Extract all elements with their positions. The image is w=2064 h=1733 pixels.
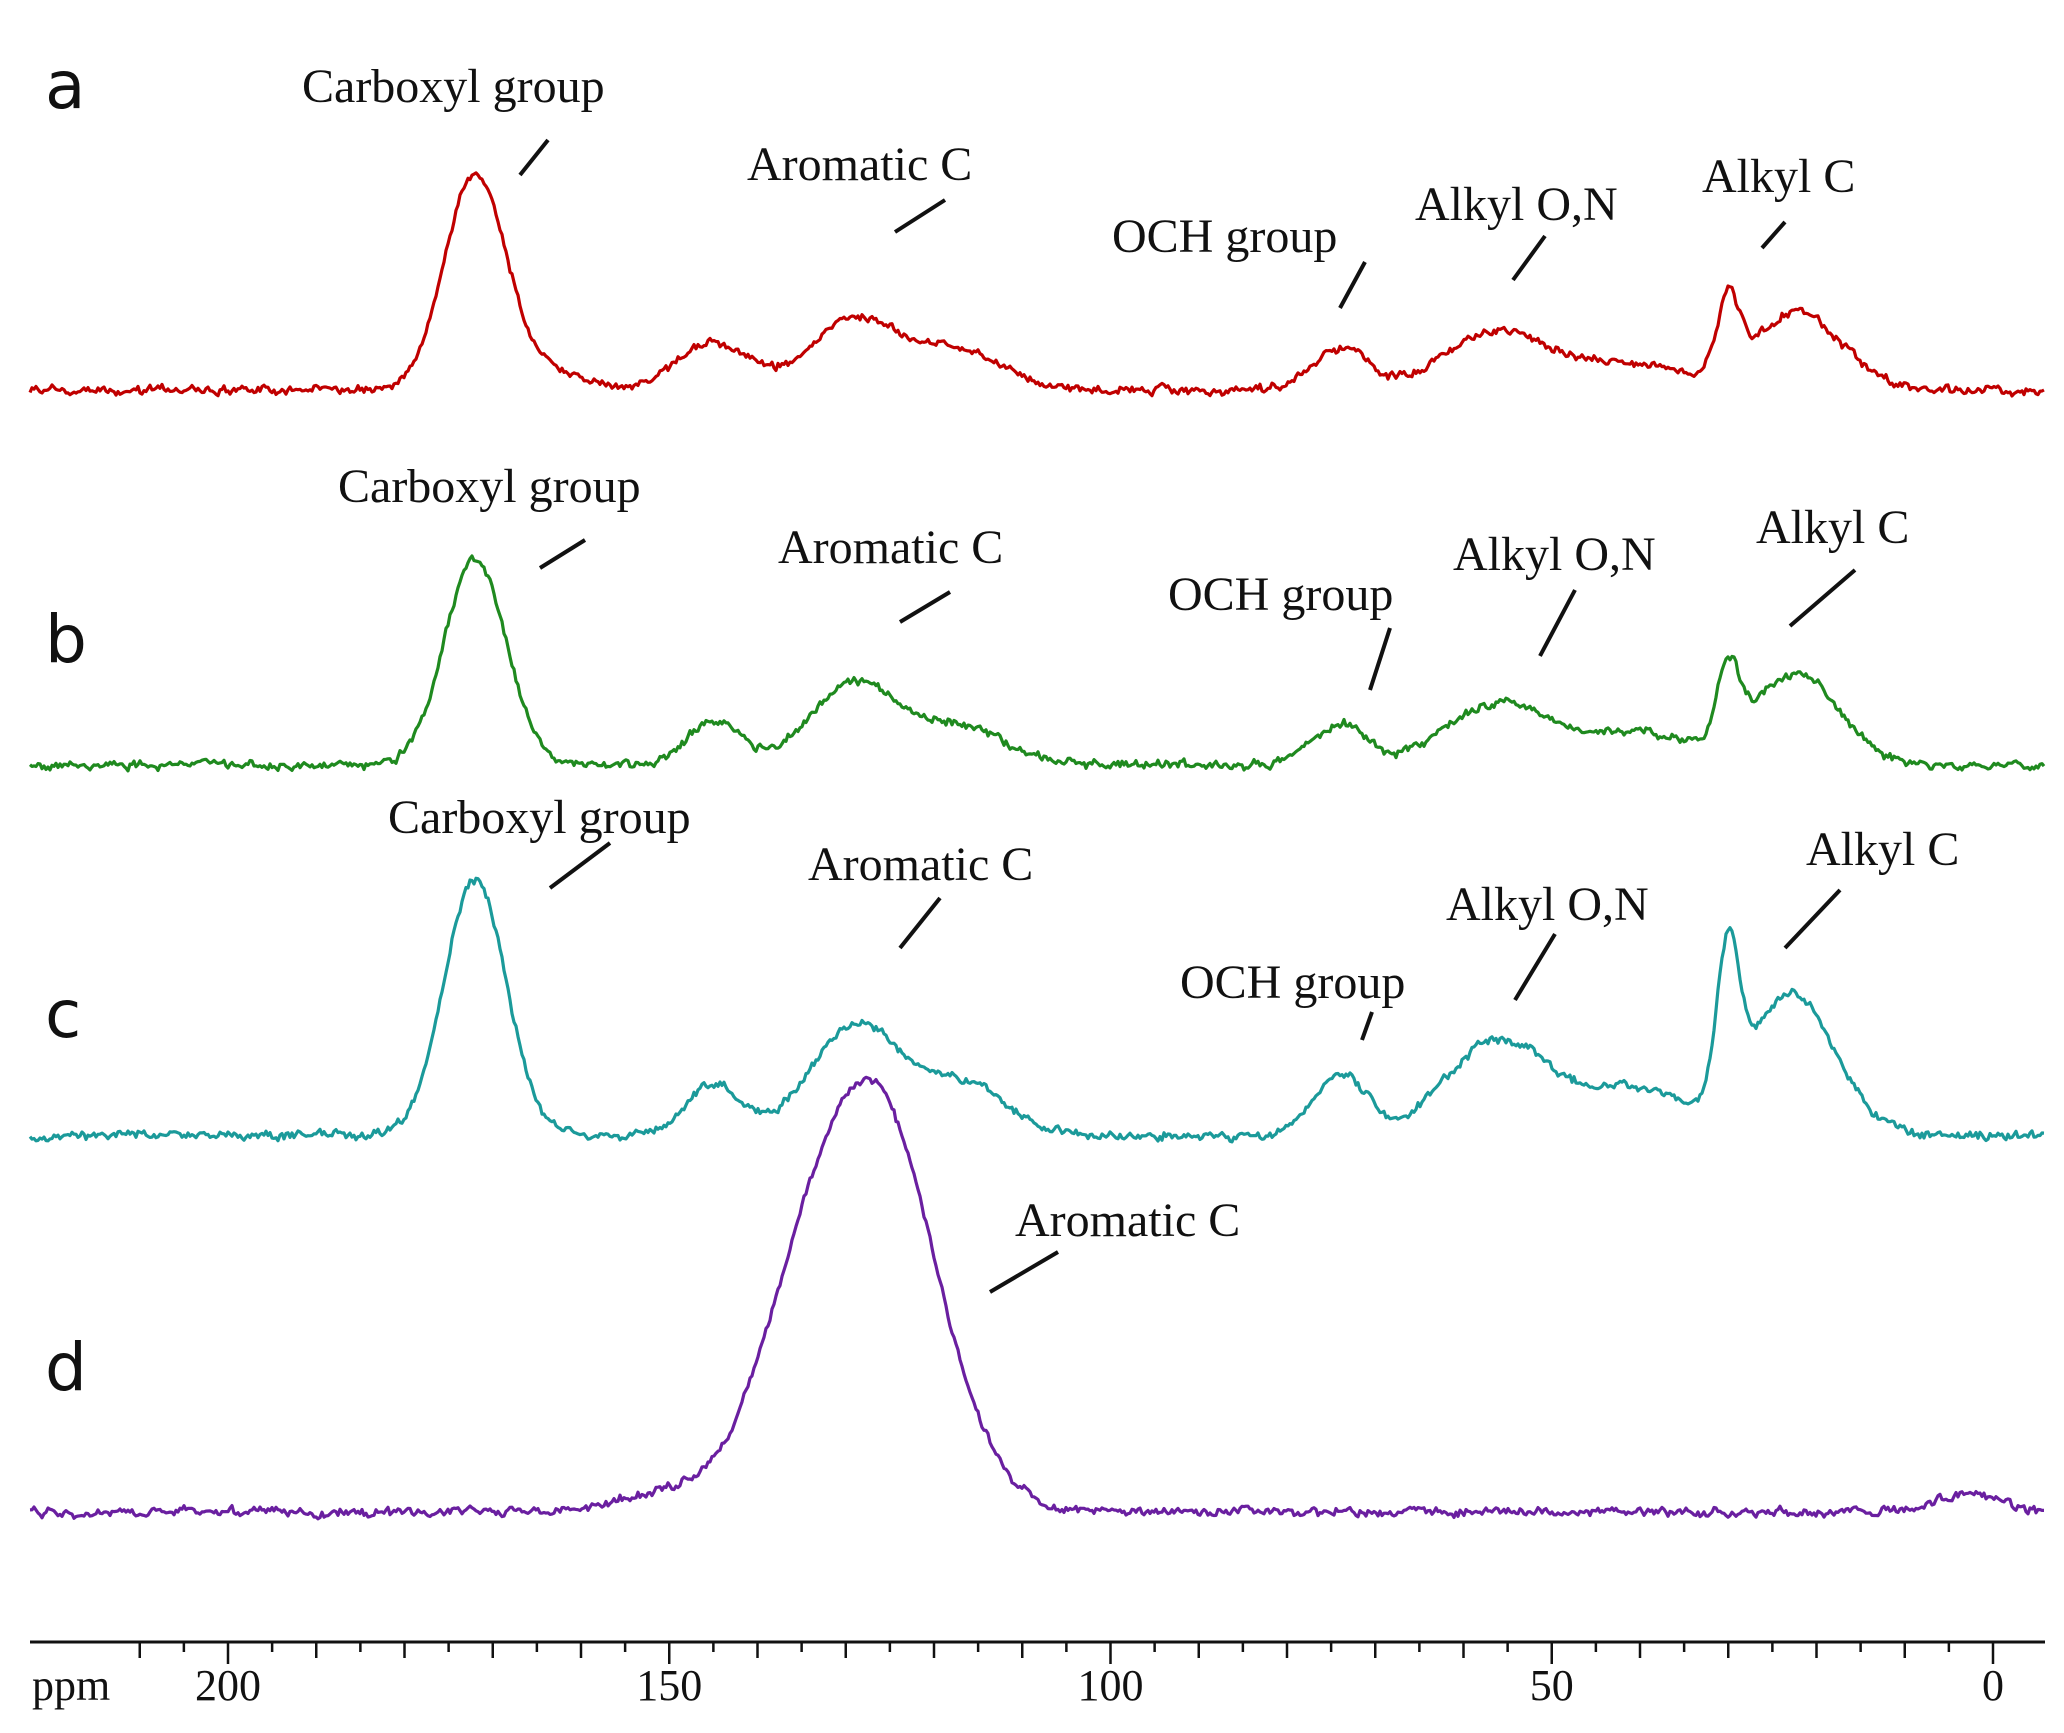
annotation-alkylon-a: Alkyl O,N (1415, 178, 1618, 231)
leader-carboxyl-b (538, 538, 587, 570)
annotation-carboxyl-b: Carboxyl group (338, 460, 641, 513)
leader-aromatic-d (988, 1250, 1060, 1294)
panel-letter-b: b (45, 601, 87, 678)
x-axis: ppm 200 150 100 50 0 (30, 1640, 2045, 1710)
spectrum-trace-a (28, 171, 2045, 398)
panel-letter-d: d (45, 1329, 87, 1406)
annotation-aromatic-a: Aromatic C (747, 138, 972, 191)
spectrum-traces (28, 171, 2046, 1521)
leader-aromatic-b (898, 590, 952, 624)
annotation-och-a: OCH group (1112, 210, 1337, 263)
tick-label-50: 50 (1530, 1661, 1574, 1710)
leader-alkylon-a (1511, 234, 1547, 282)
tick-label-100: 100 (1078, 1661, 1144, 1710)
annotation-och-c: OCH group (1180, 956, 1405, 1009)
tick-label-0: 0 (1982, 1661, 2004, 1710)
annotation-aromatic-b: Aromatic C (778, 521, 1003, 574)
leader-alkylc-b (1788, 568, 1857, 628)
leader-alkylon-b (1538, 589, 1577, 657)
tick-label-200: 200 (195, 1661, 261, 1710)
leader-och-b (1368, 627, 1392, 691)
panel-letter-c: c (45, 976, 81, 1053)
spectrum-trace-c (28, 876, 2045, 1144)
leader-och-c (1360, 1011, 1374, 1041)
annotation-alkylon-b: Alkyl O,N (1453, 528, 1656, 581)
annotations-b: Carboxyl group Aromatic C OCH group Alky… (338, 460, 1909, 691)
spectrum-trace-b (28, 554, 2046, 773)
leader-aromatic-a (893, 198, 947, 234)
panel-letter-a: a (45, 47, 85, 124)
annotations-a: Carboxyl group Aromatic C OCH group Alky… (302, 60, 1855, 309)
annotation-aromatic-c: Aromatic C (808, 838, 1033, 891)
leader-alkylc-a (1760, 220, 1787, 250)
spectrum-trace-d (29, 1075, 2044, 1521)
leader-carboxyl-c (548, 841, 612, 890)
annotation-och-b: OCH group (1168, 568, 1393, 621)
annotation-aromatic-d: Aromatic C (1015, 1194, 1240, 1247)
leader-och-a (1338, 261, 1367, 309)
leader-aromatic-c (898, 896, 942, 950)
annotation-alkylc-a: Alkyl C (1702, 150, 1855, 203)
leader-alkylon-c (1513, 932, 1557, 1002)
annotations-d: Aromatic C (988, 1194, 1240, 1294)
annotations-c: Carboxyl group Aromatic C OCH group Alky… (388, 791, 1959, 1041)
tick-label-150: 150 (636, 1661, 702, 1710)
annotation-alkylon-c: Alkyl O,N (1446, 878, 1649, 931)
leader-alkylc-c (1783, 888, 1842, 950)
annotation-alkylc-c: Alkyl C (1806, 823, 1959, 876)
annotation-carboxyl-c: Carboxyl group (388, 791, 691, 844)
annotation-alkylc-b: Alkyl C (1756, 501, 1909, 554)
x-axis-unit-label: ppm (32, 1661, 110, 1710)
annotation-carboxyl-a: Carboxyl group (302, 60, 605, 113)
leader-carboxyl-a (518, 138, 550, 177)
x-axis-ticks (138, 1642, 1995, 1664)
